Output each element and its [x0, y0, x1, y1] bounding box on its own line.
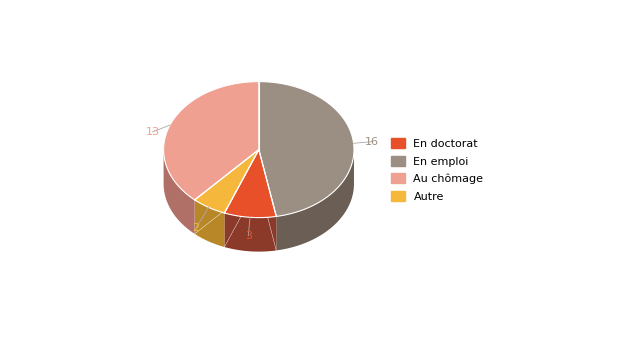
- Text: 3: 3: [244, 231, 252, 241]
- Polygon shape: [225, 150, 276, 218]
- Legend: En doctorat, En emploi, Au chômage, Autre: En doctorat, En emploi, Au chômage, Autr…: [387, 134, 488, 206]
- Polygon shape: [259, 82, 354, 217]
- Text: 13: 13: [145, 127, 159, 137]
- Text: 2: 2: [193, 223, 200, 233]
- Polygon shape: [195, 150, 259, 213]
- Text: 16: 16: [365, 137, 380, 147]
- Polygon shape: [225, 213, 276, 252]
- Polygon shape: [276, 150, 354, 251]
- Polygon shape: [164, 150, 195, 234]
- Polygon shape: [164, 82, 259, 200]
- Polygon shape: [195, 200, 225, 247]
